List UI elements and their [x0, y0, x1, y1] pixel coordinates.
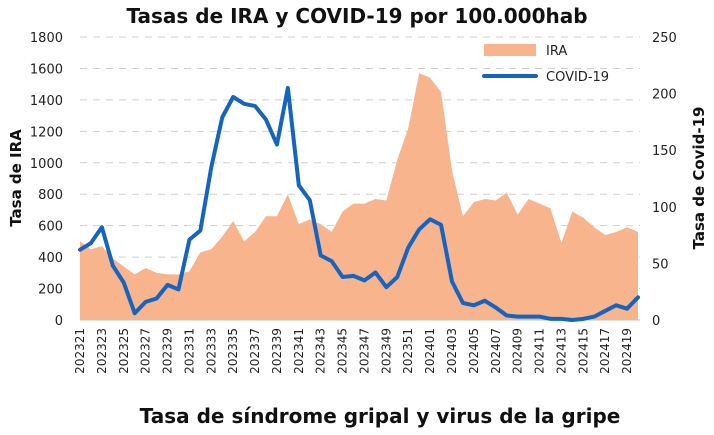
footer-caption: Tasa de síndrome gripal y virus de la gr… [139, 404, 621, 428]
legend-label-covid: COVID-19 [546, 70, 609, 85]
x-axis: 202321 202323 202325 202327 202329 202331 2023… [73, 328, 634, 374]
x-tick-label: 202327 [139, 328, 153, 374]
left-tick-label: 800 [38, 188, 63, 203]
x-tick-label: 202341 [292, 328, 306, 374]
x-tick-label: 202405 [467, 328, 481, 374]
x-tick-label: 202401 [423, 328, 437, 374]
x-tick-label: 202337 [248, 328, 262, 374]
x-tick-label: 202339 [270, 328, 284, 374]
right-tick-label: 50 [652, 257, 669, 272]
left-tick-label: 0 [55, 314, 63, 329]
x-tick-label: 202323 [95, 328, 109, 374]
ira-area [80, 73, 638, 320]
legend: IRA COVID-19 [482, 44, 609, 85]
right-tick-label: 150 [652, 144, 677, 159]
x-tick-label: 202349 [379, 328, 393, 374]
y-axis-title-right: Tasa de Covid-19 [690, 107, 708, 250]
right-y-axis: 0 50 100 150 200 250 [652, 31, 677, 329]
covid-line [78, 85, 640, 322]
ira-area-series [80, 73, 638, 320]
left-y-axis: 0 200 400 600 800 1000 1200 1400 1600 1800 [30, 31, 63, 329]
left-tick-label: 600 [38, 220, 63, 235]
x-tick-label: 202415 [576, 328, 590, 374]
right-tick-label: 200 [652, 88, 677, 103]
x-tick-label: 202335 [226, 328, 240, 374]
legend-swatch-ira [484, 44, 536, 56]
right-tick-label: 100 [652, 201, 677, 216]
left-tick-label: 1800 [30, 31, 63, 46]
x-tick-label: 202347 [357, 328, 371, 374]
legend-label-ira: IRA [546, 44, 567, 59]
x-tick-label: 202325 [117, 328, 131, 374]
x-tick-label: 202331 [182, 328, 196, 374]
x-tick-label: 202403 [445, 328, 459, 374]
left-tick-label: 1400 [30, 94, 63, 109]
left-tick-label: 1000 [30, 157, 63, 172]
x-tick-label: 202407 [489, 328, 503, 374]
x-tick-label: 202409 [511, 328, 525, 374]
right-tick-label: 250 [652, 31, 677, 46]
x-tick-label: 202329 [161, 328, 175, 374]
x-tick-label: 202343 [314, 328, 328, 374]
left-tick-label: 400 [38, 251, 63, 266]
right-tick-label: 0 [652, 314, 660, 329]
covid-line-series [78, 85, 640, 322]
x-tick-label: 202321 [73, 328, 87, 374]
x-tick-label: 202413 [554, 328, 568, 374]
y-axis-title-left: Tasa de IRA [7, 129, 25, 227]
left-tick-label: 1200 [30, 125, 63, 140]
x-tick-label: 202345 [336, 328, 350, 374]
x-tick-label: 202417 [598, 328, 612, 374]
x-tick-label: 202333 [204, 328, 218, 374]
chart-title: Tasas de IRA y COVID-19 por 100.000hab [126, 4, 588, 28]
left-tick-label: 1600 [30, 62, 63, 77]
x-tick-label: 202419 [620, 328, 634, 374]
x-tick-label: 202351 [401, 328, 415, 374]
x-tick-label: 202411 [533, 328, 547, 374]
left-tick-label: 200 [38, 283, 63, 298]
